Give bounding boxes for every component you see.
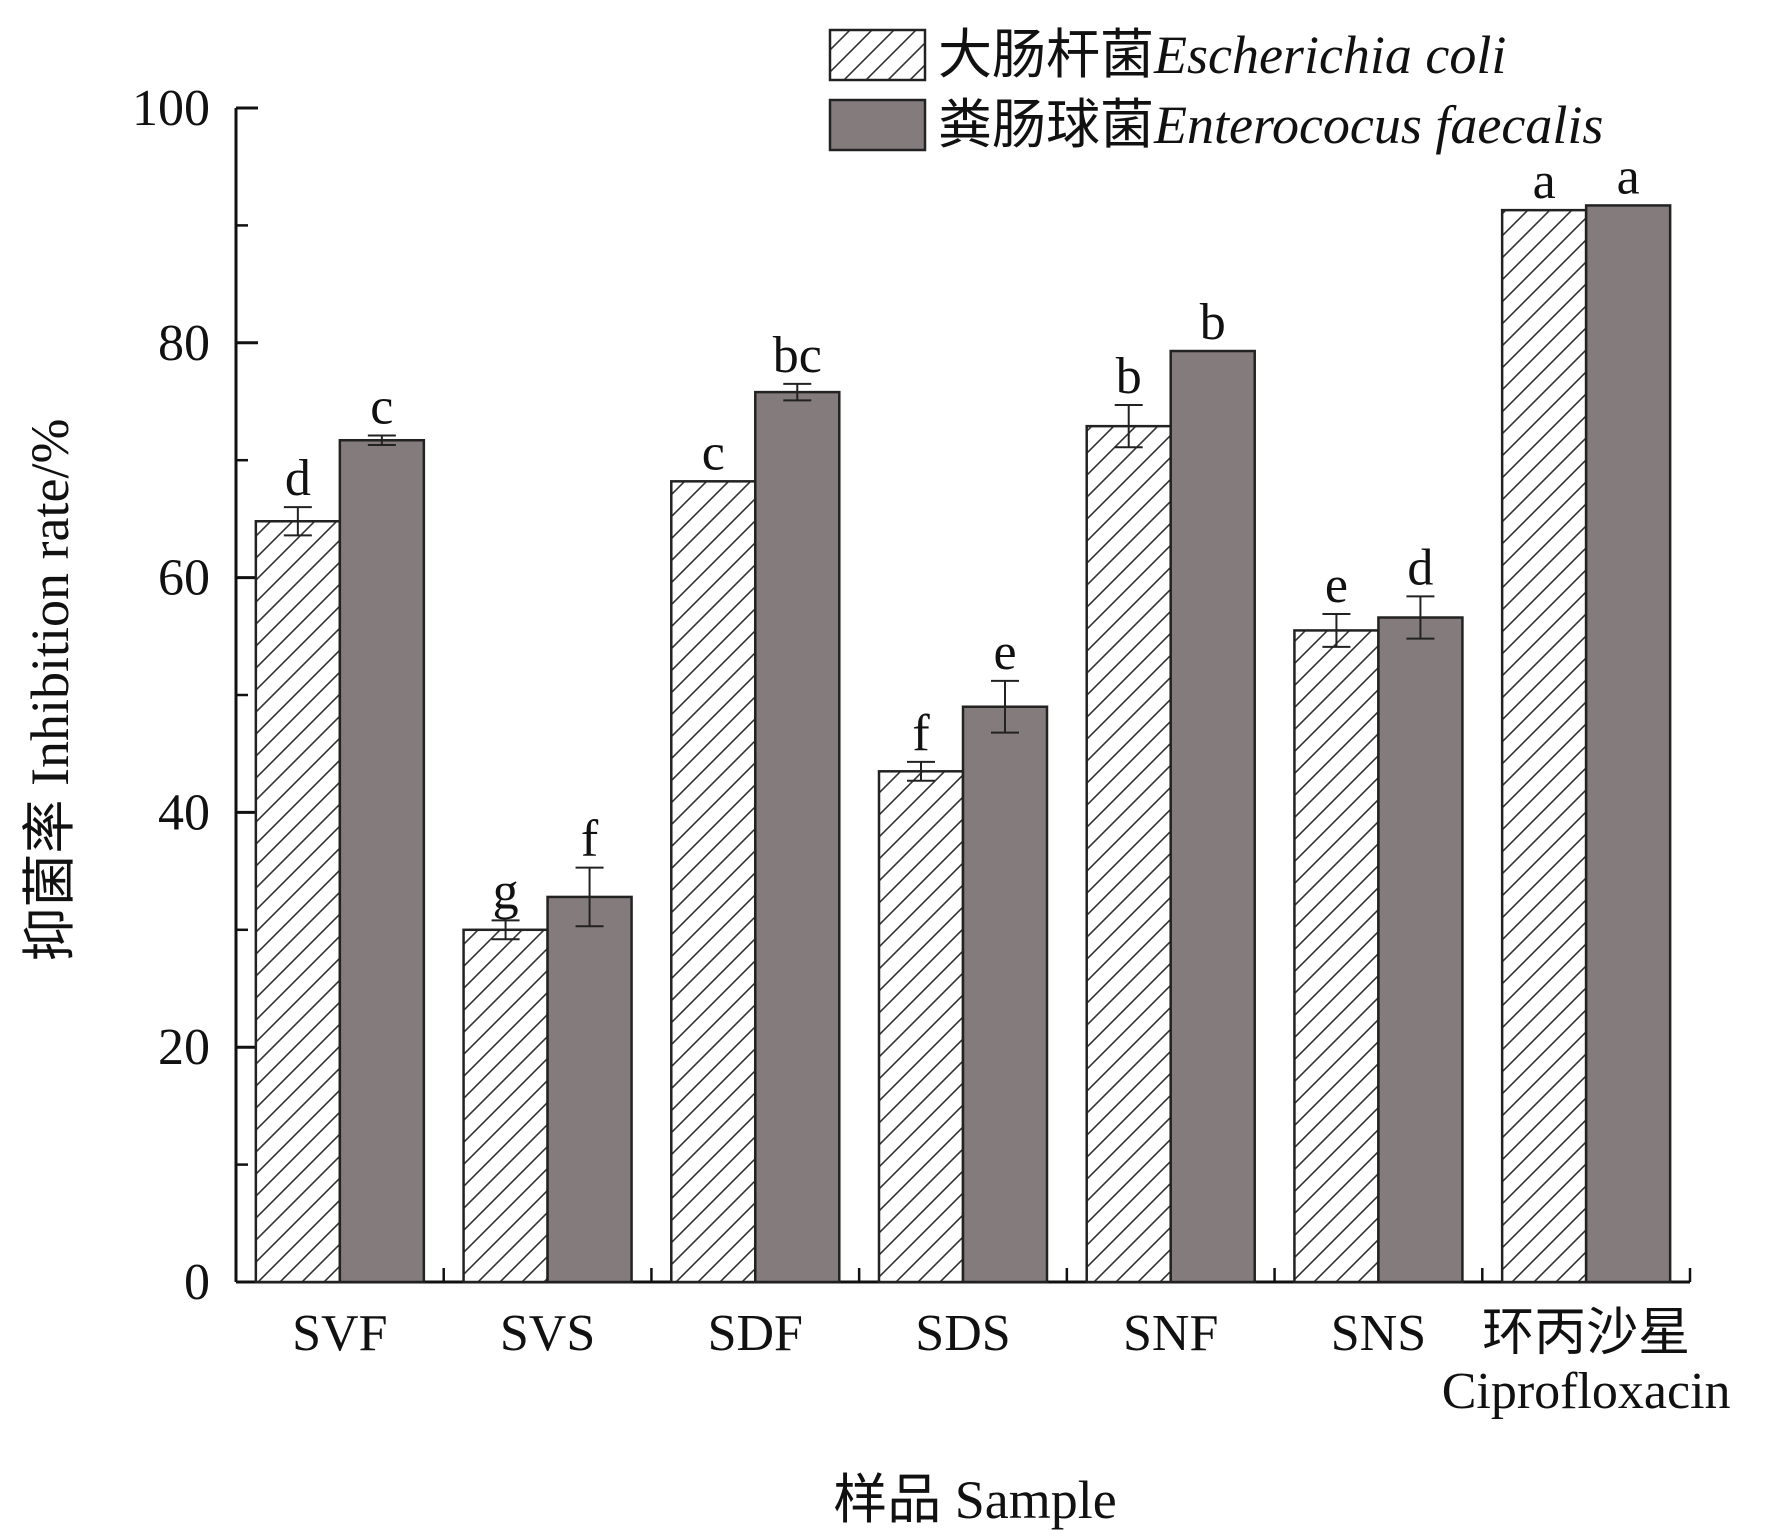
y-tick-label: 20	[158, 1019, 210, 1076]
bar-e-faecalis	[338, 438, 426, 1284]
significance-letter: e	[993, 624, 1016, 681]
bar-e-faecalis	[961, 705, 1049, 1284]
x-tick-label: SNS	[1331, 1305, 1426, 1362]
x-tick-label: SDF	[708, 1305, 803, 1362]
legend-label-e-faecalis: 粪肠球菌Enterococus faecalis	[938, 95, 1603, 155]
y-tick-label: 80	[158, 315, 210, 372]
x-tick-label: 环丙沙星	[1482, 1305, 1690, 1362]
y-tick-label: 100	[132, 80, 210, 137]
x-tick-label: SDS	[915, 1305, 1010, 1362]
significance-letter: bc	[773, 327, 822, 384]
legend: 大肠杆菌Escherichia coli 粪肠球菌Enterococus faec…	[828, 25, 1603, 155]
significance-letter: c	[702, 424, 725, 481]
bar-e-coli	[1500, 208, 1588, 1284]
legend-swatch-e-faecalis	[828, 98, 927, 152]
significance-letter: f	[912, 705, 930, 762]
bar-e-coli	[254, 519, 342, 1284]
bar-e-coli	[1293, 629, 1380, 1284]
x-tick-label: SNF	[1123, 1305, 1218, 1362]
significance-letter: e	[1325, 557, 1348, 614]
significance-letter: c	[370, 379, 393, 436]
y-tick-label: 40	[158, 784, 210, 841]
x-tick-label: SVS	[500, 1305, 595, 1362]
significance-letter: b	[1200, 294, 1226, 351]
significance-letter: a	[1533, 153, 1556, 210]
bar-e-faecalis	[546, 895, 633, 1284]
axis-titles: 样品 Sample 抑菌率 Inhibition rate/%	[20, 419, 1117, 1530]
significance-letter: d	[1407, 539, 1433, 596]
bar-e-coli	[462, 928, 549, 1284]
significance-letter: a	[1617, 148, 1640, 205]
bar-e-faecalis	[1169, 349, 1256, 1284]
x-axis-title: 样品 Sample	[833, 1470, 1116, 1530]
significance-letter: d	[285, 450, 311, 507]
x-tick-label: SVF	[292, 1305, 387, 1362]
bar-e-faecalis	[754, 390, 841, 1284]
bar-e-coli	[877, 770, 965, 1284]
significance-letter: b	[1116, 348, 1142, 405]
significance-letter: g	[493, 863, 519, 920]
y-axis-title: 抑菌率 Inhibition rate/%	[20, 419, 80, 962]
x-tick-label: Ciprofloxacin	[1442, 1363, 1731, 1420]
bar-e-faecalis	[1377, 616, 1464, 1284]
bar-e-coli	[670, 480, 757, 1284]
bar-e-faecalis	[1584, 204, 1672, 1284]
legend-label-e-coli: 大肠杆菌Escherichia coli	[938, 25, 1506, 85]
bar-e-coli	[1085, 424, 1172, 1284]
y-tick-label: 60	[158, 550, 210, 607]
y-tick-label: 0	[184, 1254, 210, 1311]
legend-swatch-e-coli	[828, 28, 927, 82]
significance-letter: f	[581, 811, 599, 868]
